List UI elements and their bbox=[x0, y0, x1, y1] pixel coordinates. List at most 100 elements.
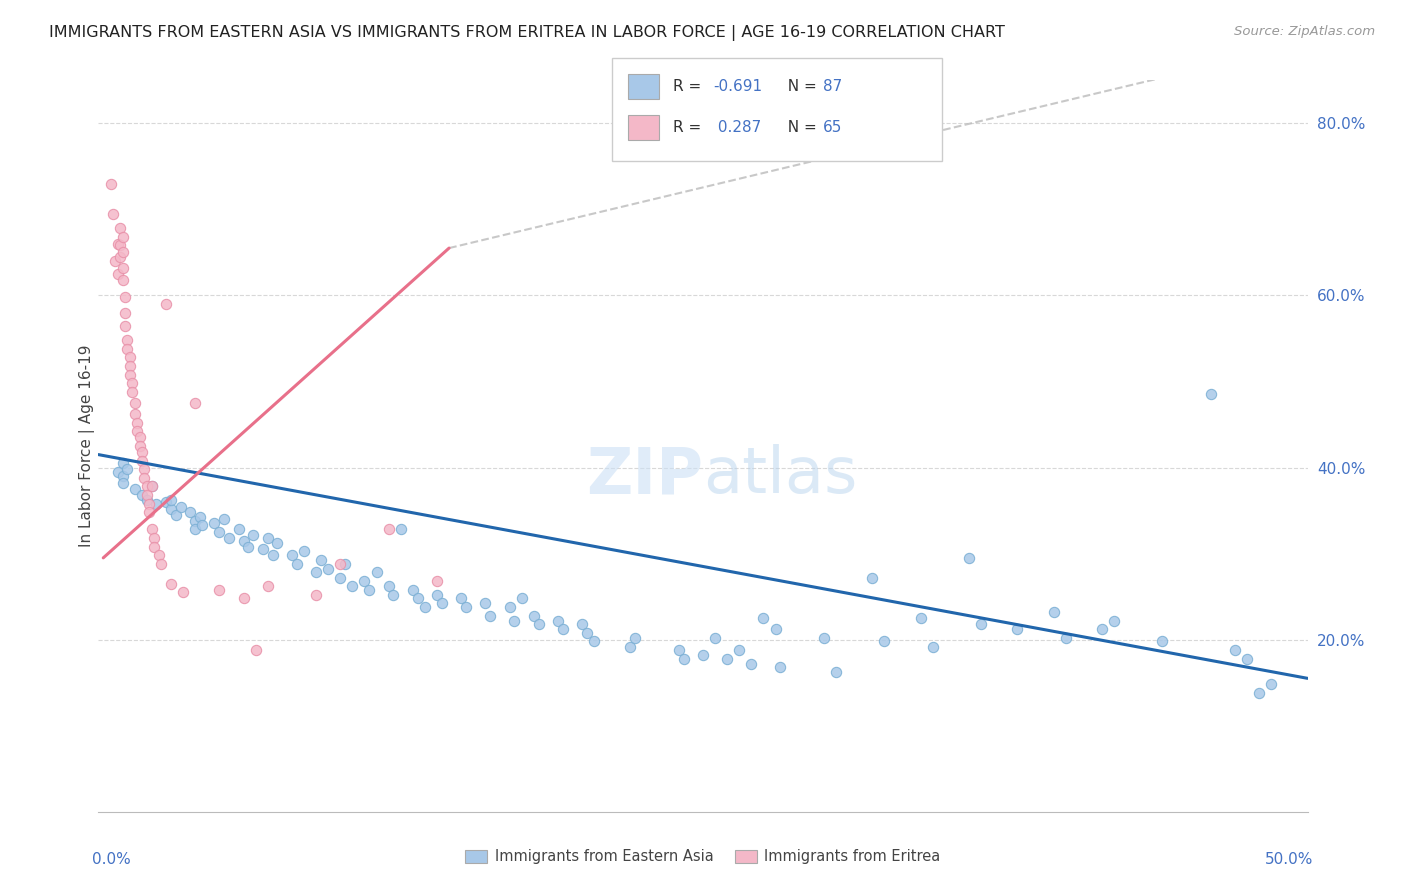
Point bbox=[114, 290, 136, 304]
Point bbox=[704, 631, 727, 645]
Point bbox=[366, 566, 388, 580]
Point bbox=[135, 493, 157, 508]
Point bbox=[191, 518, 214, 533]
Point bbox=[910, 611, 932, 625]
Point bbox=[118, 359, 141, 373]
Point bbox=[155, 495, 177, 509]
Point bbox=[377, 579, 399, 593]
Point bbox=[382, 588, 405, 602]
Point bbox=[1249, 686, 1271, 700]
Point bbox=[873, 634, 896, 648]
Point bbox=[184, 523, 207, 537]
Point bbox=[406, 591, 429, 606]
Point bbox=[121, 384, 143, 399]
Point bbox=[769, 660, 792, 674]
Point bbox=[1102, 614, 1125, 628]
Point bbox=[1260, 677, 1282, 691]
Text: 87: 87 bbox=[823, 79, 842, 94]
Point bbox=[329, 571, 352, 585]
Point bbox=[316, 562, 339, 576]
Point bbox=[1054, 631, 1077, 645]
Point bbox=[957, 550, 980, 565]
Point bbox=[238, 540, 260, 554]
Point bbox=[1007, 622, 1029, 636]
Point bbox=[583, 634, 606, 648]
Point bbox=[204, 516, 226, 531]
Point bbox=[281, 549, 304, 563]
Point bbox=[141, 479, 163, 493]
Text: N =: N = bbox=[778, 79, 821, 94]
Point bbox=[143, 531, 166, 545]
Point bbox=[825, 665, 848, 680]
Point bbox=[124, 407, 146, 421]
Point bbox=[118, 368, 141, 382]
Point bbox=[160, 493, 183, 508]
Point bbox=[527, 617, 550, 632]
Text: IMMIGRANTS FROM EASTERN ASIA VS IMMIGRANTS FROM ERITREA IN LABOR FORCE | AGE 16-: IMMIGRANTS FROM EASTERN ASIA VS IMMIGRAN… bbox=[49, 25, 1005, 41]
Point bbox=[165, 508, 187, 522]
Point bbox=[619, 640, 641, 654]
Text: R =: R = bbox=[673, 120, 707, 135]
Point bbox=[498, 599, 520, 614]
Point bbox=[426, 574, 449, 588]
Point bbox=[150, 557, 173, 571]
Point bbox=[474, 597, 496, 611]
Point bbox=[728, 643, 751, 657]
Point bbox=[160, 576, 183, 591]
Point bbox=[1223, 643, 1246, 657]
Text: 0.0%: 0.0% bbox=[93, 852, 131, 867]
Point bbox=[256, 531, 278, 545]
Point bbox=[128, 439, 150, 453]
Point bbox=[716, 651, 738, 665]
Point bbox=[813, 631, 835, 645]
Point bbox=[547, 614, 569, 628]
Point bbox=[169, 500, 191, 514]
Text: 0.287: 0.287 bbox=[713, 120, 761, 135]
Point bbox=[232, 533, 254, 548]
Point bbox=[402, 582, 425, 597]
Point bbox=[309, 553, 332, 567]
Point bbox=[111, 456, 134, 470]
Point bbox=[135, 479, 157, 493]
Text: N =: N = bbox=[778, 120, 821, 135]
Point bbox=[143, 540, 166, 554]
Point bbox=[141, 523, 163, 537]
Point bbox=[1042, 605, 1064, 619]
Point bbox=[333, 557, 356, 571]
Point bbox=[426, 588, 449, 602]
Point bbox=[256, 579, 278, 593]
Point bbox=[262, 549, 284, 563]
Point bbox=[100, 177, 122, 191]
Point bbox=[413, 599, 436, 614]
Point bbox=[121, 376, 143, 391]
Point bbox=[454, 599, 477, 614]
Point bbox=[218, 531, 240, 545]
Point bbox=[377, 523, 399, 537]
Text: Source: ZipAtlas.com: Source: ZipAtlas.com bbox=[1234, 25, 1375, 38]
Text: -0.691: -0.691 bbox=[713, 79, 762, 94]
Point bbox=[127, 425, 149, 439]
Point bbox=[208, 524, 231, 539]
Point bbox=[160, 501, 183, 516]
Point bbox=[108, 238, 131, 252]
Point bbox=[1236, 651, 1258, 665]
Point bbox=[510, 591, 533, 606]
Point bbox=[252, 542, 274, 557]
Point bbox=[111, 230, 134, 244]
Point bbox=[107, 267, 129, 281]
Point bbox=[184, 514, 207, 528]
Point bbox=[860, 571, 883, 585]
Text: 50.0%: 50.0% bbox=[1265, 852, 1313, 867]
Point bbox=[111, 273, 134, 287]
Point bbox=[127, 416, 149, 430]
Point bbox=[138, 497, 160, 511]
Point bbox=[266, 536, 288, 550]
Point bbox=[523, 608, 546, 623]
Point bbox=[1199, 387, 1222, 401]
Point bbox=[145, 497, 167, 511]
Point bbox=[107, 465, 129, 479]
Point bbox=[155, 297, 177, 311]
Point bbox=[111, 245, 134, 260]
Point bbox=[131, 445, 153, 459]
Point bbox=[672, 651, 695, 665]
